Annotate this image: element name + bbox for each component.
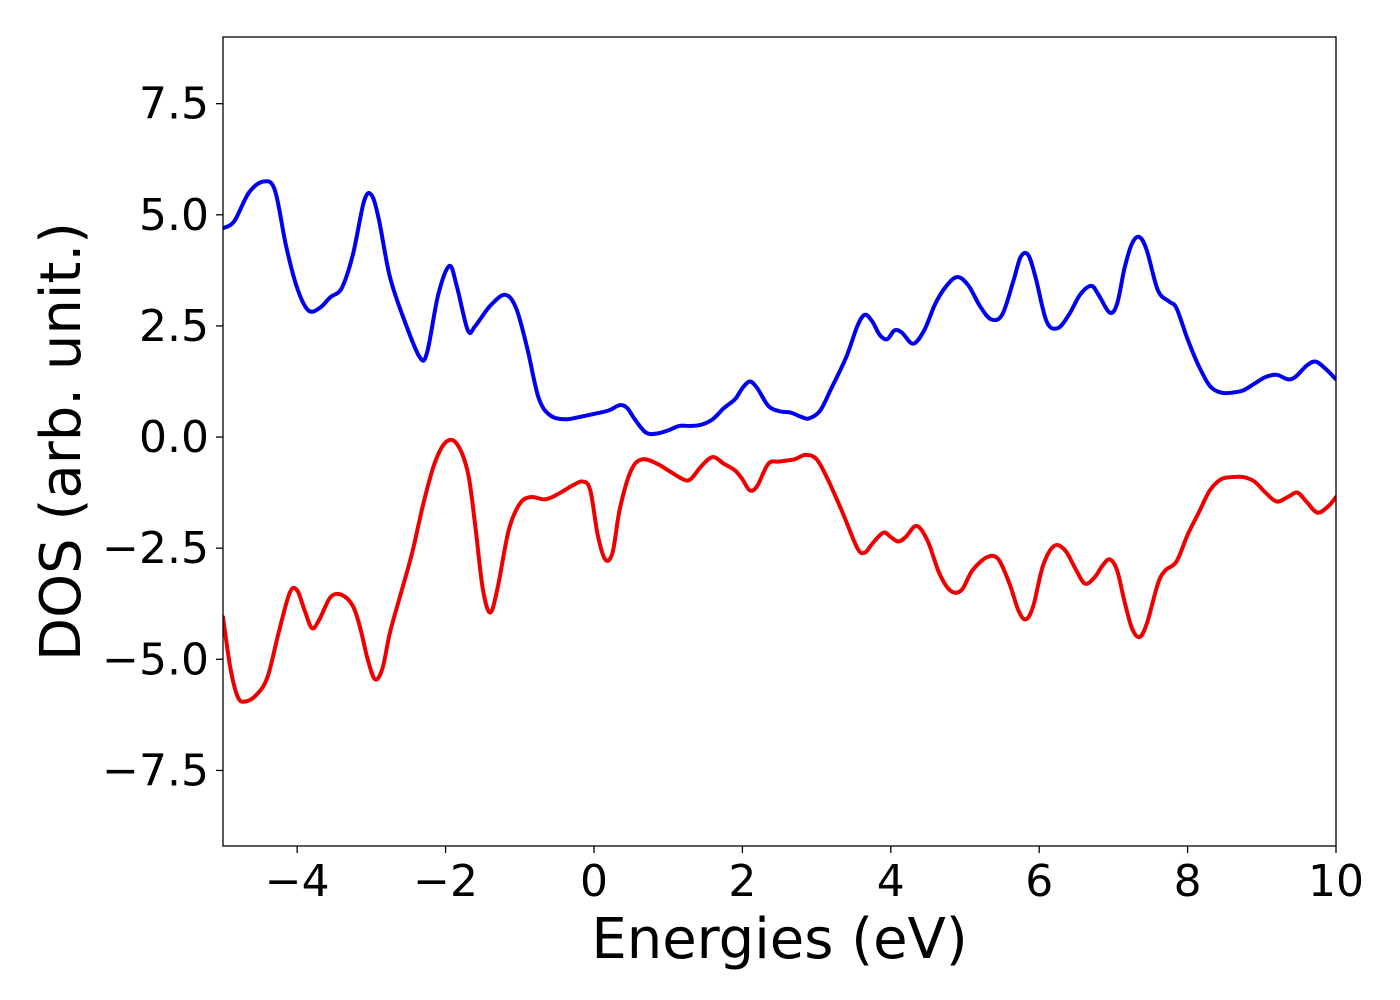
spin-up-dos-line — [223, 179, 1336, 437]
x-tick-label: 2 — [728, 856, 756, 907]
x-tick-label: 8 — [1174, 856, 1202, 907]
x-tick-label: −2 — [413, 856, 478, 907]
tick-layer: −4 −2 0 2 4 6 8 10 −7.5 −5.0 −2.5 0.0 2.5 5.0 7.5 — [102, 79, 1364, 907]
x-axis-label: Energies (eV) — [591, 907, 967, 972]
series-layer — [223, 179, 1336, 704]
y-tick-label: 5.0 — [139, 190, 209, 241]
x-tick-label: 10 — [1308, 856, 1364, 907]
y-axis-label: DOS (arb. unit.) — [29, 222, 94, 661]
x-tick-label: 4 — [877, 856, 905, 907]
spin-down-dos-line — [223, 437, 1336, 704]
x-tick-label: 6 — [1025, 856, 1053, 907]
x-tick-label: −4 — [265, 856, 330, 907]
y-tick-label: −2.5 — [102, 523, 209, 574]
x-tick-label: 0 — [580, 856, 608, 907]
y-tick-label: 7.5 — [139, 79, 209, 130]
y-tick-label: −7.5 — [102, 745, 209, 796]
y-tick-label: 0.0 — [139, 412, 209, 463]
plot-frame — [222, 36, 1337, 847]
y-tick-label: 2.5 — [139, 301, 209, 352]
y-tick-label: −5.0 — [102, 634, 209, 685]
